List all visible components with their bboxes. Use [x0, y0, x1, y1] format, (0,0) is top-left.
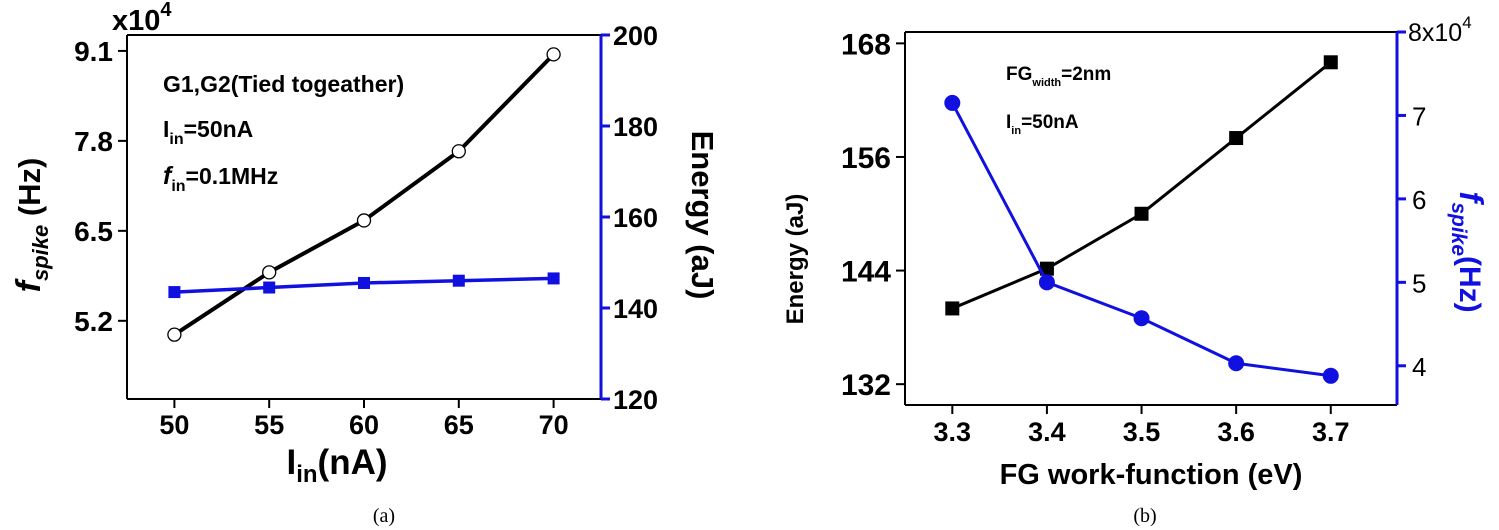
- panel-a-x-tick-label: 55: [254, 410, 284, 440]
- panel-a-data-point: [358, 276, 370, 289]
- panel-b-data-point: [944, 94, 961, 111]
- panel-a-right-tick-label: 140: [613, 294, 658, 324]
- panel-b-data-point: [945, 301, 960, 316]
- panel-a-annotation-main: I: [163, 116, 169, 142]
- panel-a-x-tick-label: 70: [539, 410, 569, 440]
- panel-b-left-tick-label: 168: [841, 28, 891, 61]
- panel-b-x-tick-label: 3.6: [1217, 417, 1255, 447]
- panel-b-data-point: [1038, 274, 1055, 291]
- panel-b-right-top-tick-base: 8x10: [1408, 19, 1462, 47]
- panel-b-x-tick-label: 3.4: [1028, 417, 1066, 447]
- panel-a-caption: (a): [373, 505, 395, 527]
- panel-a-x-label-sub: in: [296, 461, 317, 488]
- panel-b-right-y-label-f: f: [1453, 191, 1490, 205]
- panel-b-annotation-sub: in: [1011, 125, 1021, 137]
- panel-a-data-point: [356, 213, 372, 228]
- panel-b-data-point: [1228, 355, 1245, 372]
- panel-b-series-line: [951, 61, 1332, 310]
- panel-a-data-point: [263, 281, 276, 294]
- panel-a-x-tick-label: 50: [159, 410, 189, 440]
- panel-a-annotation: G1,G2(Tied togeather): [163, 71, 404, 97]
- panel-b-data-point: [1133, 310, 1150, 327]
- panel-a-x-label: Iin(nA): [286, 443, 387, 488]
- panel-b-annotation-main: I: [1006, 112, 1011, 133]
- panel-b-data-point: [1229, 131, 1244, 146]
- panel-b-annotation-tail: =2nm: [1061, 64, 1111, 85]
- panel-a-right-tick-label: 180: [613, 112, 658, 142]
- panel-a-left-tick-label: 6.5: [74, 216, 113, 247]
- panel-a-data-point: [168, 286, 181, 299]
- panel-a-x-tick-label: 65: [444, 410, 474, 440]
- panel-a-annotation-tail: =0.1MHz: [186, 163, 279, 189]
- panel-a-multiplier-base: x10: [112, 5, 160, 37]
- panel-a-annotation: Iin=50nA: [163, 116, 253, 148]
- panel-b-data-point: [1323, 55, 1338, 70]
- panel-a-left-tick-label: 7.8: [74, 126, 113, 157]
- panel-a-left-tick-label: 5.2: [74, 306, 113, 337]
- panel-b-x-tick-label: 3.7: [1312, 417, 1350, 447]
- panel-a-data-point: [452, 274, 465, 287]
- panel-b-right-y-label: fspike(Hz): [1447, 191, 1490, 312]
- panel-a-x-label-main: I: [286, 443, 296, 482]
- panel-b-x-label: FG work-function (eV): [1000, 459, 1303, 491]
- panel-a-left-tick-label: 9.1: [74, 36, 113, 67]
- panel-a-data-point: [546, 47, 561, 62]
- panel-b-right-tick-label: 7: [1412, 101, 1426, 131]
- panel-a-right-tick-label: 160: [613, 203, 658, 233]
- panel-b-annotation: FGwidth=2nm: [1006, 64, 1111, 89]
- panel-a-right-y-label: Energy (aJ): [685, 131, 720, 300]
- panel-b-right-top-tick-label: 8x104: [1408, 13, 1472, 47]
- panel-a-annotation-main: G1,G2(Tied togeather): [163, 71, 404, 97]
- panel-a-annotation: fin=0.1MHz: [163, 162, 278, 195]
- panel-b-right-tick-label: 6: [1412, 185, 1426, 215]
- panel-b-annotation: Iin=50nA: [1006, 112, 1079, 137]
- panel-b-annotation-main: FG: [1006, 64, 1032, 85]
- panel-b-annotation-sub: width: [1031, 77, 1061, 89]
- panel-a-annotation-main: f: [163, 162, 174, 190]
- panel-a-left-y-label-tail: (Hz): [12, 158, 47, 225]
- panel-a-data-point: [547, 272, 560, 285]
- panel-b-left-tick-label: 132: [841, 369, 891, 402]
- panel-b-left-tick-label: 156: [841, 142, 891, 175]
- panel-b-data-point: [1322, 367, 1339, 384]
- panel-a-left-y-label: fspike (Hz): [10, 158, 53, 293]
- panel-a-x-tick-label: 60: [349, 410, 379, 440]
- panel-a-left-y-label-f: f: [10, 277, 48, 292]
- panel-b-right-top-tick-exp: 4: [1462, 13, 1471, 32]
- panel-a-annotation-sub: in: [169, 131, 183, 148]
- panel-a-multiplier: x104: [112, 0, 172, 37]
- panel-b-left-tick-label: 144: [841, 256, 891, 289]
- panel-b-right-tick-label: 5: [1412, 268, 1426, 298]
- panel-b-data-point: [1039, 261, 1054, 276]
- panel-b-right-y-label-sub: spike: [1447, 202, 1470, 256]
- panel-b-left-y-label: Energy (aJ): [782, 194, 809, 325]
- panel-a-multiplier-exp: 4: [160, 0, 172, 21]
- panel-b-x-tick-label: 3.3: [934, 417, 972, 447]
- panel-b-right-tick-label: 4: [1412, 352, 1426, 382]
- panel-a-right-tick-label: 200: [613, 21, 658, 51]
- panel-b-caption: (b): [1133, 505, 1156, 527]
- panel-a-annotation-tail: =50nA: [184, 116, 254, 142]
- panel-a-data-point: [167, 327, 182, 342]
- panel-b-annotation-tail: =50nA: [1021, 112, 1079, 133]
- panel-a-x-label-tail: (nA): [318, 443, 388, 482]
- panel-b-data-point: [1134, 206, 1149, 221]
- panel-b-x-tick-label: 3.5: [1123, 417, 1161, 447]
- panel-a-left-y-label-sub: spike: [28, 225, 53, 281]
- panel-a-right-tick-label: 120: [613, 385, 658, 415]
- panel-a-annotation-sub: in: [171, 178, 185, 195]
- panel-b-right-y-label-tail: (Hz): [1453, 256, 1486, 313]
- panel-b-series-line: [950, 102, 1331, 378]
- panel-a-data-point: [451, 144, 466, 159]
- panel-a-data-point: [262, 265, 277, 280]
